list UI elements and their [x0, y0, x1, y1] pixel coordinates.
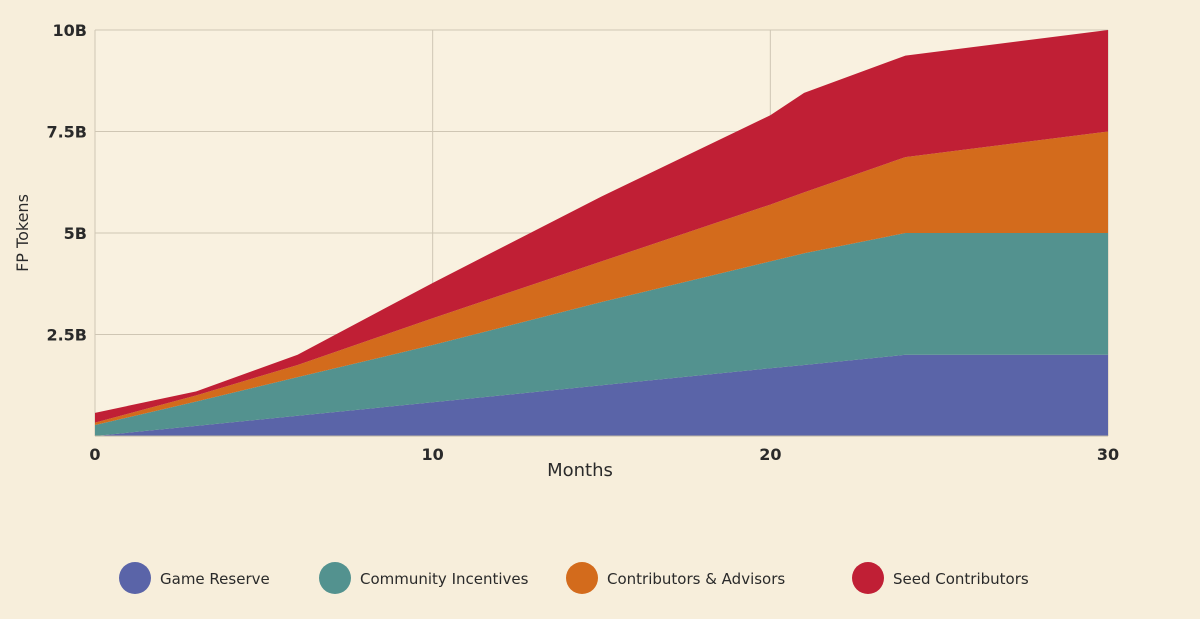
area [95, 30, 1108, 423]
y-tick-label: 10B [53, 21, 87, 40]
y-tick-label: 5B [64, 224, 87, 243]
y-axis-label: FP Tokens [13, 194, 32, 272]
x-tick-label: 20 [759, 445, 781, 464]
x-tick-label: 0 [89, 445, 100, 464]
legend-swatch [852, 562, 884, 594]
x-tick-label: 10 [422, 445, 444, 464]
x-axis-label: Months [547, 460, 613, 481]
legend-label: Community Incentives [360, 570, 529, 588]
area [95, 354, 1108, 436]
area [95, 233, 1108, 436]
legend-label: Contributors & Advisors [607, 570, 785, 588]
legend-label: Seed Contributors [893, 570, 1029, 588]
x-tick-label: 30 [1097, 445, 1119, 464]
y-tick-label: 7.5B [46, 123, 87, 142]
legend-swatch [566, 562, 598, 594]
area [95, 131, 1108, 426]
legend-swatch [119, 562, 151, 594]
y-tick-label: 2.5B [46, 326, 87, 345]
legend-label: Game Reserve [160, 570, 270, 588]
legend-swatch [319, 562, 351, 594]
